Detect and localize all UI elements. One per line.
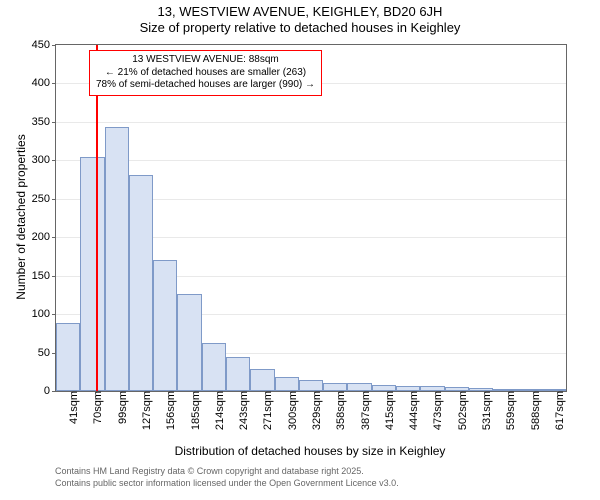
x-tick-label: 127sqm — [135, 391, 153, 430]
x-tick-label: 41sqm — [62, 391, 80, 424]
gridline-h — [56, 160, 566, 161]
y-tick-label: 150 — [32, 270, 56, 282]
x-tick-label: 502sqm — [451, 391, 469, 430]
histogram-bar — [80, 157, 104, 392]
x-tick-label: 185sqm — [184, 391, 202, 430]
title-line-1: 13, WESTVIEW AVENUE, KEIGHLEY, BD20 6JH — [0, 4, 600, 19]
histogram-bar — [299, 380, 323, 391]
gridline-h — [56, 122, 566, 123]
annotation-line: ← 21% of detached houses are smaller (26… — [96, 67, 315, 80]
y-tick-label: 400 — [32, 77, 56, 89]
x-tick-label: 271sqm — [256, 391, 274, 430]
attribution-footer: Contains HM Land Registry data © Crown c… — [55, 466, 399, 489]
x-tick-label: 99sqm — [111, 391, 129, 424]
x-tick-label: 387sqm — [354, 391, 372, 430]
y-tick-label: 0 — [44, 385, 56, 397]
x-axis-label: Distribution of detached houses by size … — [55, 444, 565, 458]
histogram-bar — [105, 127, 129, 391]
y-tick-label: 450 — [32, 39, 56, 51]
y-axis-label: Number of detached properties — [14, 134, 28, 299]
y-tick-label: 50 — [38, 347, 56, 359]
x-tick-label: 70sqm — [86, 391, 104, 424]
title-line-2: Size of property relative to detached ho… — [0, 20, 600, 35]
histogram-bar — [275, 377, 299, 391]
x-tick-label: 415sqm — [378, 391, 396, 430]
histogram-bar — [177, 294, 201, 391]
footer-line-2: Contains public sector information licen… — [55, 478, 399, 490]
x-tick-label: 473sqm — [426, 391, 444, 430]
y-tick-label: 200 — [32, 231, 56, 243]
x-tick-label: 214sqm — [208, 391, 226, 430]
histogram-bar — [153, 260, 177, 391]
histogram-bar — [129, 175, 153, 391]
footer-line-1: Contains HM Land Registry data © Crown c… — [55, 466, 399, 478]
x-tick-label: 243sqm — [232, 391, 250, 430]
x-tick-label: 588sqm — [524, 391, 542, 430]
x-tick-label: 329sqm — [305, 391, 323, 430]
x-tick-label: 617sqm — [548, 391, 566, 430]
x-tick-label: 300sqm — [281, 391, 299, 430]
y-tick-label: 300 — [32, 154, 56, 166]
annotation-box: 13 WESTVIEW AVENUE: 88sqm← 21% of detach… — [89, 50, 322, 96]
histogram-bar — [250, 369, 274, 391]
property-marker-line — [96, 45, 98, 391]
annotation-line: 13 WESTVIEW AVENUE: 88sqm — [96, 54, 315, 67]
x-tick-label: 358sqm — [329, 391, 347, 430]
x-tick-label: 444sqm — [402, 391, 420, 430]
chart-title: 13, WESTVIEW AVENUE, KEIGHLEY, BD20 6JH … — [0, 4, 600, 35]
histogram-bar — [347, 383, 371, 391]
x-tick-label: 559sqm — [499, 391, 517, 430]
histogram-bar — [323, 383, 347, 391]
histogram-bar — [56, 323, 80, 391]
x-tick-label: 531sqm — [475, 391, 493, 430]
histogram-bar — [202, 343, 226, 391]
y-tick-label: 100 — [32, 308, 56, 320]
y-tick-label: 350 — [32, 116, 56, 128]
histogram-bar — [226, 357, 250, 391]
histogram-plot: 05010015020025030035040045041sqm70sqm99s… — [55, 44, 567, 392]
x-tick-label: 156sqm — [159, 391, 177, 430]
annotation-line: 78% of semi-detached houses are larger (… — [96, 79, 315, 92]
y-tick-label: 250 — [32, 193, 56, 205]
